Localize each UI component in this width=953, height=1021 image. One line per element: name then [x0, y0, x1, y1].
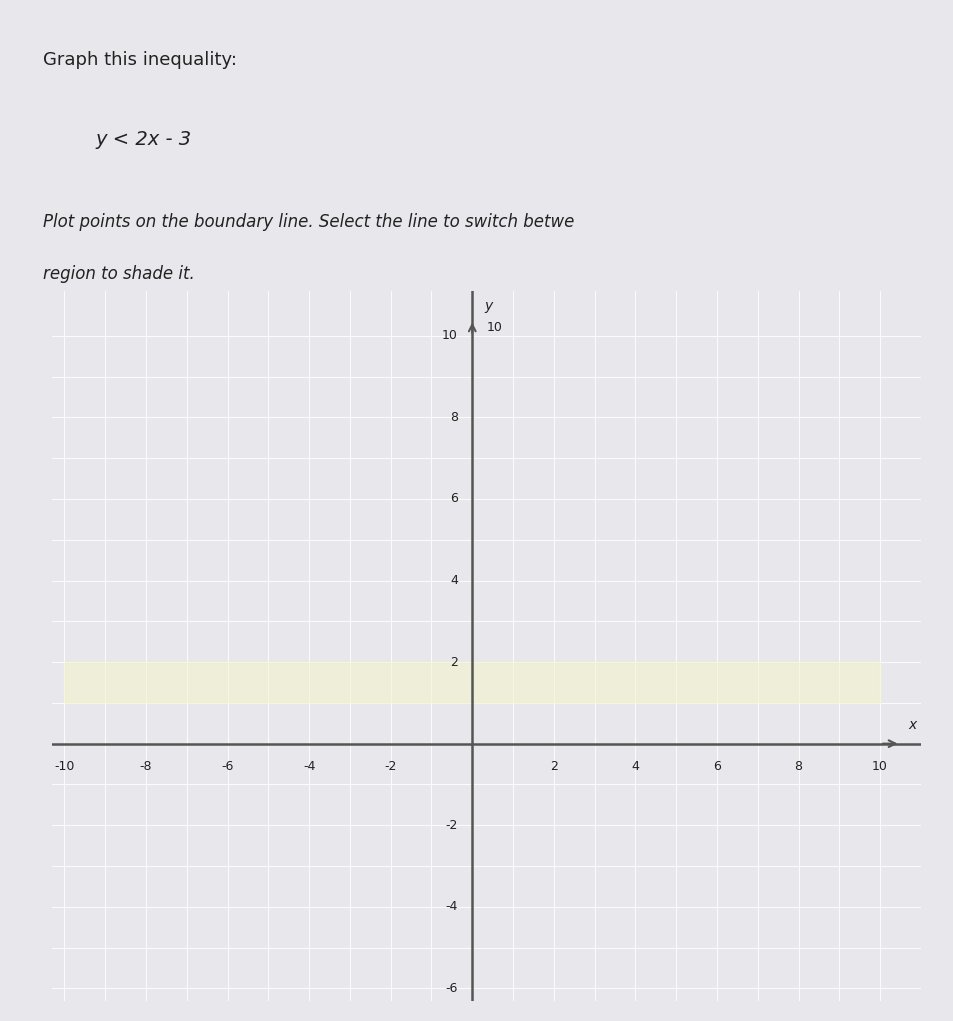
- Text: x: x: [907, 719, 916, 732]
- Text: 8: 8: [794, 760, 801, 773]
- Text: 4: 4: [631, 760, 639, 773]
- Text: 10: 10: [441, 330, 457, 342]
- Text: region to shade it.: region to shade it.: [43, 265, 194, 283]
- Text: 8: 8: [450, 410, 457, 424]
- Text: -2: -2: [445, 819, 457, 832]
- Text: y < 2x - 3: y < 2x - 3: [95, 130, 192, 149]
- Text: 6: 6: [450, 492, 457, 505]
- Text: -8: -8: [140, 760, 152, 773]
- Text: Graph this inequality:: Graph this inequality:: [43, 51, 236, 69]
- Text: 2: 2: [549, 760, 558, 773]
- Text: -2: -2: [384, 760, 396, 773]
- Text: -10: -10: [54, 760, 74, 773]
- Text: 10: 10: [486, 321, 502, 334]
- Text: -4: -4: [445, 901, 457, 913]
- Text: y: y: [484, 299, 492, 313]
- Text: -4: -4: [303, 760, 315, 773]
- Text: 2: 2: [450, 655, 457, 669]
- Text: 4: 4: [450, 574, 457, 587]
- Text: -6: -6: [445, 982, 457, 994]
- Text: -6: -6: [221, 760, 233, 773]
- Text: 10: 10: [871, 760, 887, 773]
- Text: Plot points on the boundary line. Select the line to switch betwe: Plot points on the boundary line. Select…: [43, 213, 574, 231]
- Text: 6: 6: [712, 760, 720, 773]
